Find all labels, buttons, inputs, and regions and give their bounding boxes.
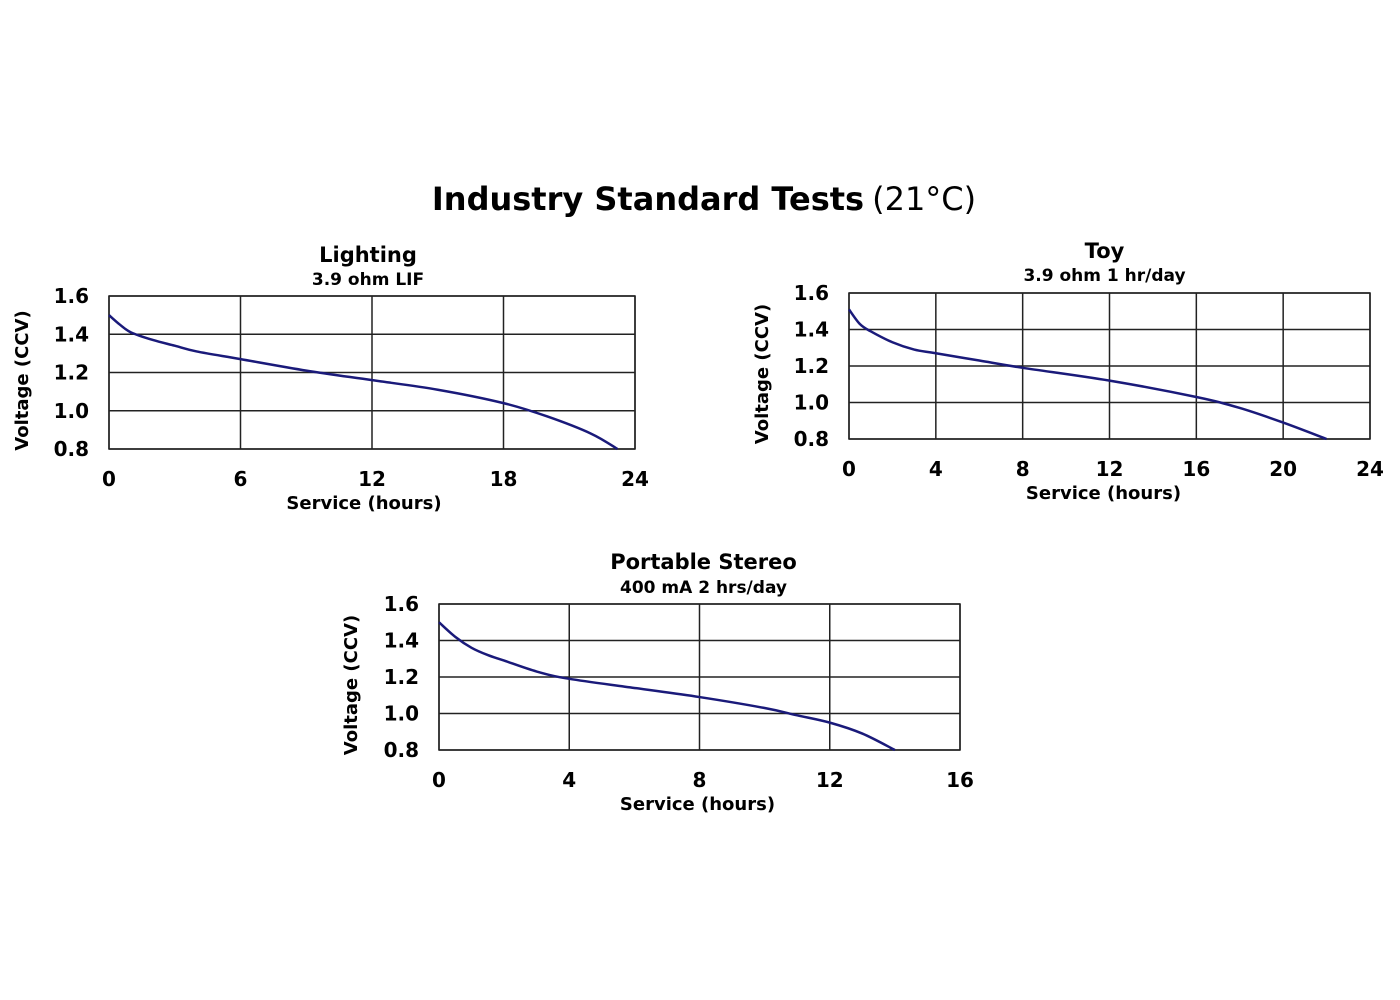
plot-frame (438, 603, 961, 751)
y-tick-label: 1.2 (54, 361, 89, 385)
plot-frame (848, 292, 1371, 440)
discharge-curve (438, 621, 896, 752)
x-axis-label: Service (hours) (286, 493, 441, 514)
y-axis-label: Voltage (CCV) (12, 310, 33, 450)
x-tick-label: 18 (490, 467, 518, 491)
x-tick-label: 12 (816, 768, 844, 792)
y-axis-label: Voltage (CCV) (341, 615, 362, 755)
y-tick-label: 1.2 (794, 354, 829, 378)
x-tick-label: 12 (1096, 457, 1124, 481)
y-tick-label: 1.4 (384, 629, 419, 653)
x-tick-label: 0 (432, 768, 446, 792)
x-tick-label: 16 (946, 768, 974, 792)
x-tick-label: 4 (929, 457, 943, 481)
y-tick-label: 1.0 (384, 702, 419, 726)
y-tick-label: 1.2 (384, 665, 419, 689)
y-tick-label: 0.8 (54, 437, 89, 461)
x-tick-label: 16 (1182, 457, 1210, 481)
y-tick-label: 1.0 (54, 399, 89, 423)
x-tick-label: 6 (234, 467, 248, 491)
y-tick-label: 1.4 (794, 318, 829, 342)
discharge-curve (847, 308, 1328, 441)
y-axis-label: Voltage (CCV) (752, 304, 773, 444)
x-tick-label: 12 (358, 467, 386, 491)
x-tick-label: 8 (1016, 457, 1030, 481)
plot-frame (108, 295, 636, 450)
y-tick-label: 0.8 (794, 427, 829, 451)
y-tick-label: 1.6 (384, 592, 419, 616)
chart-2: Portable Stereo 400 mA 2 hrs/day 0 4 8 12 16 0.… (341, 550, 974, 815)
x-tick-label: 4 (562, 768, 576, 792)
x-axis-label: Service (hours) (1026, 483, 1181, 504)
y-tick-label: 1.0 (794, 391, 829, 415)
figure-title: Industry Standard Tests (21°C) (432, 180, 976, 218)
discharge-curve (108, 314, 619, 451)
chart-title: Toy (1085, 239, 1125, 263)
x-tick-label: 8 (693, 768, 707, 792)
x-tick-label: 0 (842, 457, 856, 481)
y-tick-label: 1.4 (54, 322, 89, 346)
y-tick-label: 0.8 (384, 738, 419, 762)
chart-subtitle: 400 mA 2 hrs/day (620, 578, 787, 598)
chart-title: Portable Stereo (610, 550, 797, 574)
y-tick-label: 1.6 (794, 281, 829, 305)
chart-subtitle: 3.9 ohm 1 hr/day (1023, 266, 1185, 286)
x-tick-label: 24 (621, 467, 649, 491)
x-axis-label: Service (hours) (620, 794, 775, 815)
chart-0: Lighting 3.9 ohm LIF 0 6 12 18 24 0.8 1.0 1.2 1.4 1… (12, 243, 649, 514)
y-tick-label: 1.6 (54, 284, 89, 308)
chart-1: Toy 3.9 ohm 1 hr/day 0 4 8 12 16 20 24 0.8 1.0 1.2 1… (752, 239, 1384, 504)
x-tick-label: 24 (1356, 457, 1384, 481)
chart-subtitle: 3.9 ohm LIF (312, 270, 424, 290)
chart-title: Lighting (319, 243, 417, 267)
x-tick-label: 20 (1269, 457, 1297, 481)
x-tick-label: 0 (102, 467, 116, 491)
